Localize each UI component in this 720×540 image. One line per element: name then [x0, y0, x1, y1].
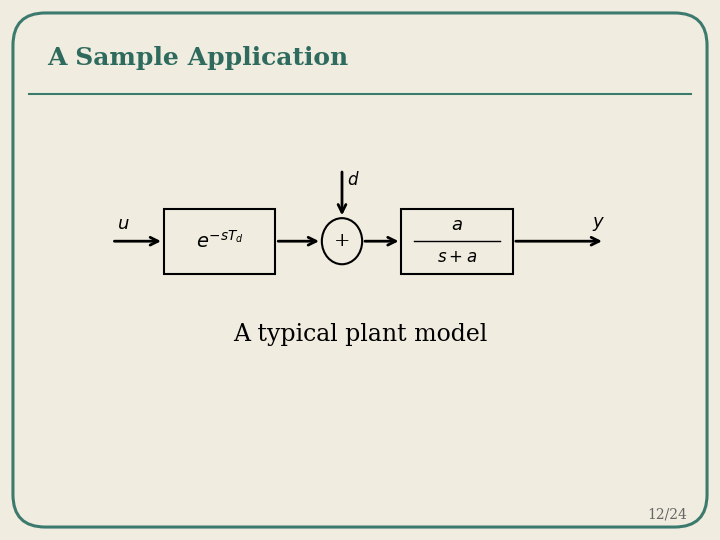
Text: 12/24: 12/24	[648, 508, 688, 522]
FancyBboxPatch shape	[13, 13, 707, 527]
Text: A Sample Application: A Sample Application	[47, 45, 348, 70]
Text: $a$: $a$	[451, 217, 463, 234]
Ellipse shape	[322, 218, 362, 264]
Bar	[402, 209, 513, 274]
Bar	[163, 209, 275, 274]
Text: +: +	[334, 232, 350, 250]
Text: $u$: $u$	[117, 214, 129, 233]
Text: $e^{-sT_d}$: $e^{-sT_d}$	[196, 230, 243, 252]
Text: $s+a$: $s+a$	[437, 248, 477, 266]
Text: A typical plant model: A typical plant model	[233, 323, 487, 346]
Text: $y$: $y$	[592, 214, 605, 233]
Text: $d$: $d$	[347, 171, 360, 188]
